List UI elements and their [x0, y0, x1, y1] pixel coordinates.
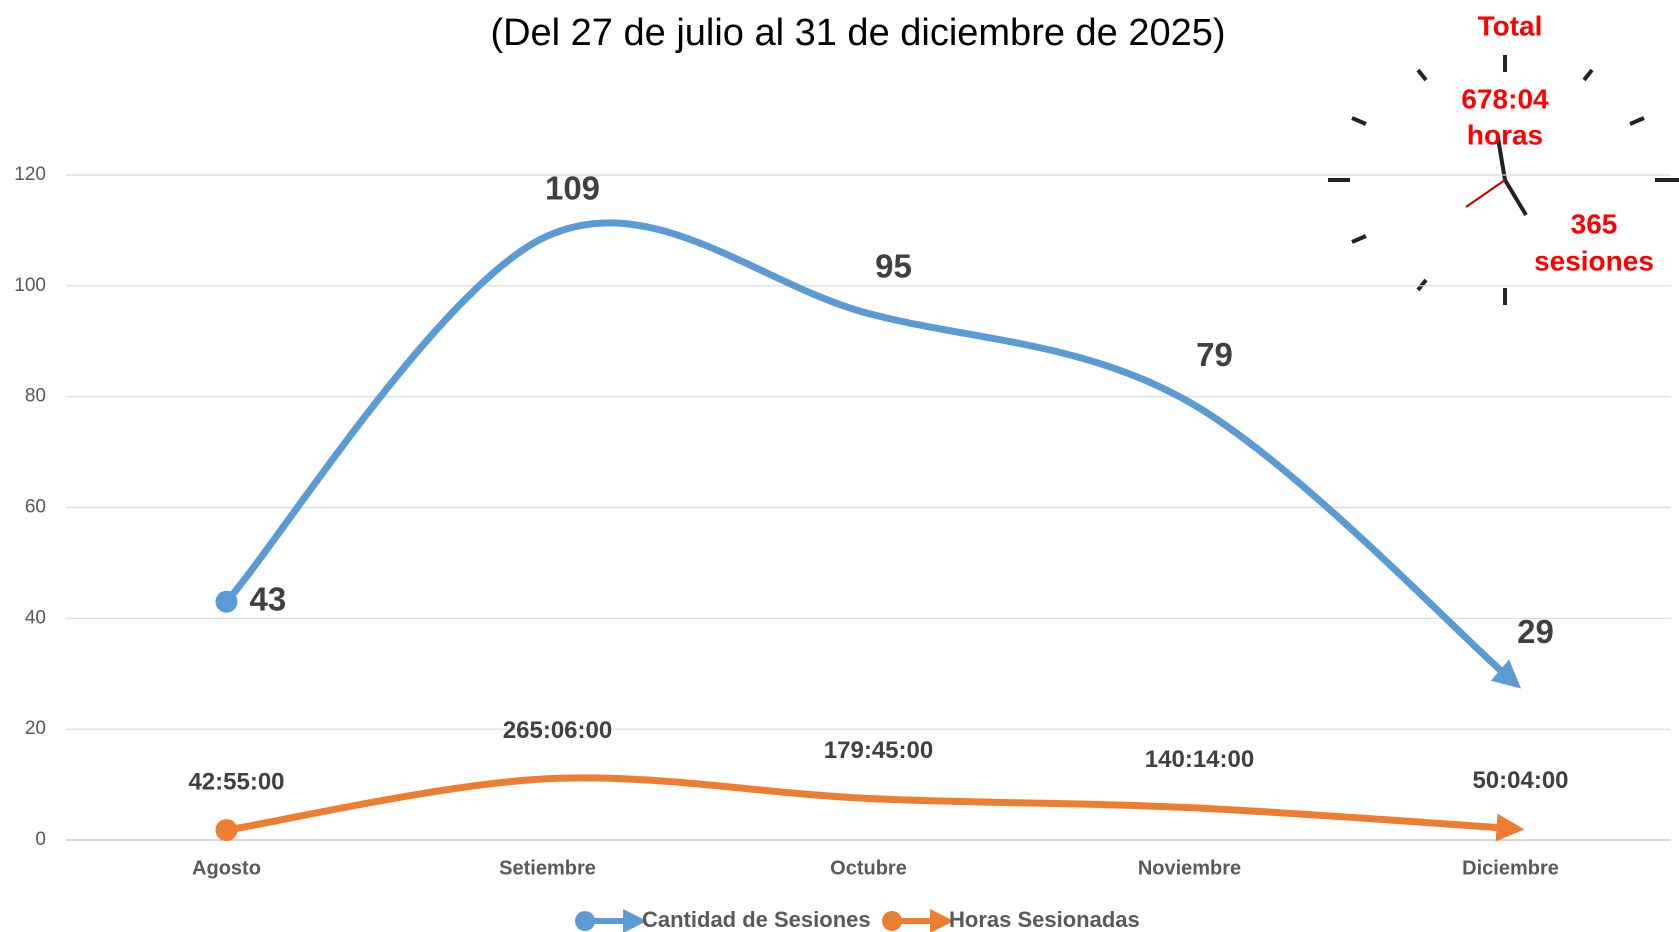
start-marker — [216, 819, 238, 841]
data-label: 42:55:00 — [188, 768, 284, 795]
x-tick-label: Agosto — [192, 857, 261, 879]
annotation: Total — [1478, 10, 1543, 41]
legend-marker — [575, 911, 595, 931]
y-tick-label: 120 — [14, 164, 46, 185]
y-tick-label: 20 — [25, 718, 46, 739]
series-line — [227, 778, 1511, 830]
x-tick-label: Octubre — [830, 857, 907, 879]
x-tick-label: Setiembre — [499, 857, 596, 879]
y-tick-label: 80 — [25, 386, 46, 407]
legend-label: Cantidad de Sesiones — [642, 907, 871, 932]
chart: (Del 27 de julio al 31 de diciembre de 2… — [0, 0, 1679, 932]
data-label: 95 — [875, 247, 912, 284]
data-label: 109 — [545, 170, 600, 207]
legend-label: Horas Sesionadas — [949, 907, 1140, 932]
data-label: 265:06:00 — [503, 717, 612, 744]
y-tick-label: 60 — [25, 497, 46, 518]
data-label: 79 — [1196, 336, 1233, 373]
data-label: 179:45:00 — [824, 737, 933, 764]
data-label: 43 — [250, 580, 287, 617]
y-tick-label: 0 — [35, 829, 46, 850]
annotation: 678:04 — [1461, 83, 1549, 114]
annotation: sesiones — [1534, 245, 1654, 276]
y-tick-label: 100 — [14, 275, 46, 296]
data-label: 50:04:00 — [1472, 767, 1568, 794]
y-tick-label: 40 — [25, 607, 46, 628]
legend-marker — [882, 911, 902, 931]
start-marker — [216, 591, 238, 613]
annotation: 365 — [1571, 208, 1618, 239]
data-label: 140:14:00 — [1145, 746, 1254, 773]
annotation: horas — [1467, 119, 1543, 150]
x-tick-label: Diciembre — [1462, 857, 1559, 879]
chart-title: (Del 27 de julio al 31 de diciembre de 2… — [490, 12, 1225, 54]
x-tick-label: Noviembre — [1138, 857, 1241, 879]
series-line — [227, 223, 1511, 679]
data-label: 29 — [1517, 613, 1554, 650]
